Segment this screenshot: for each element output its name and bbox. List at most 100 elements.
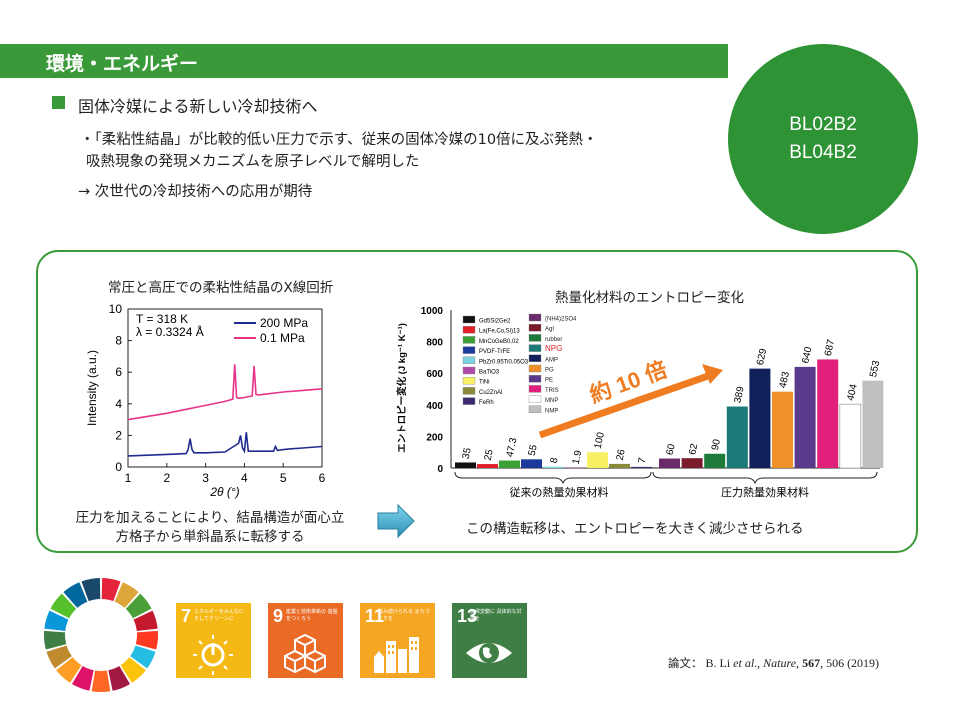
entropy-bar — [862, 380, 884, 468]
xrd-series-0 — [127, 432, 323, 457]
legend-swatch — [528, 334, 542, 342]
legend-swatch — [462, 366, 476, 375]
entropy-bar-label: 60 — [665, 443, 678, 457]
arrow-label: 約 10 倍 — [586, 357, 670, 408]
legend-label: MNP — [545, 398, 558, 404]
legend-swatch — [528, 374, 542, 383]
xrd-chart-title: 常圧と高圧での柔粘性結晶のX線回折 — [108, 280, 334, 296]
entropy-bar-label: 90 — [710, 438, 723, 452]
sdg-wheel-segment — [125, 593, 152, 619]
entropy-ytick-label: 800 — [426, 338, 443, 349]
entropy-bar — [749, 368, 771, 468]
sdg-wheel-segment — [130, 645, 156, 669]
legend-swatch — [528, 364, 542, 373]
sdg-wheel-segment — [43, 630, 67, 650]
legend-swatch — [528, 313, 542, 322]
sdg-text: 住み続けられる まちづくりを — [378, 609, 430, 622]
header-bar — [0, 44, 728, 78]
xrd-xtick-label: 4 — [241, 471, 248, 485]
legend-swatch — [462, 336, 476, 344]
legend-label-200mpa: 200 MPa — [260, 316, 308, 330]
sdg-number: 13 — [457, 606, 478, 626]
citation-journal: Nature, — [763, 656, 800, 670]
sdg-wheel-segment — [133, 610, 158, 631]
increase-arrow — [538, 372, 710, 439]
xrd-ytick-label: 10 — [109, 302, 123, 316]
entropy-bar — [631, 466, 652, 468]
legend-label: FeRh — [479, 400, 494, 406]
xrd-ytick-label: 0 — [115, 460, 122, 474]
legend-swatch — [528, 385, 542, 393]
entropy-bar — [609, 463, 630, 468]
entropy-bar — [839, 403, 862, 469]
xrd-xtick-label: 1 — [125, 471, 132, 485]
entropy-bar — [817, 359, 839, 468]
sdg-wheel-segment — [56, 657, 82, 683]
header-title: 環境・エネルギー — [46, 53, 199, 75]
legend-label: (NH4)2SO4 — [545, 317, 577, 323]
entropy-bar-label: 483 — [778, 370, 792, 389]
sdg-wheel-segment — [108, 665, 131, 691]
entropy-bars: 35 25 47.3 55 8 1.9 100 26 7 60 62 90 389 629 483 640 68… — [455, 338, 884, 469]
xrd-xlabel: 2θ (°) — [209, 485, 239, 499]
entropy-chart-title: 熱量化材料のエントロピー変化 — [555, 290, 744, 306]
entropy-bar — [794, 366, 816, 468]
beamline-badge: BL02B2 BL04B2 — [728, 44, 918, 234]
sdg-text: 気候変動に 具体的な対策を — [470, 609, 522, 622]
xrd-ytick-label: 6 — [115, 365, 122, 379]
legend-label: La(Fe,Co,Si)13 — [479, 329, 520, 335]
legend-label: PbZr0.95Ti0.05O3 — [479, 359, 529, 365]
entropy-bar — [543, 466, 564, 468]
sdg-number: 7 — [181, 606, 192, 626]
figure-panel — [36, 250, 918, 553]
xrd-series-1 — [127, 364, 323, 421]
increase-arrowhead — [702, 364, 723, 384]
entropy-bar-label: 25 — [483, 448, 496, 462]
xrd-caption: 圧力を加えることにより、結晶構造が面心立 方格子から単斜晶系に転移する — [60, 509, 360, 547]
legend-swatch — [462, 376, 476, 385]
legend-label: Gd5Si2Ge2 — [479, 319, 511, 325]
legend-swatch — [462, 397, 476, 405]
summary-line-3: → 次世代の冷却技術への応用が期待 — [78, 184, 313, 200]
xrd-plot-frame — [127, 308, 323, 468]
citation-authors: B. Li — [705, 656, 731, 670]
sdg-wheel-segment — [50, 593, 77, 619]
bullet-square-icon — [52, 96, 65, 109]
xrd-ytick-label: 4 — [115, 397, 122, 411]
sdg-wheel-segment — [63, 582, 88, 608]
xrd-caption-line-1: 圧力を加えることにより、結晶構造が面心立 — [75, 510, 345, 526]
entropy-ytick-label: 0 — [437, 464, 443, 475]
legend-label: NPG — [545, 344, 562, 353]
citation-label: 論文： — [668, 656, 703, 670]
legend-label: PE — [545, 378, 553, 384]
sdg-wheel-segment — [120, 657, 146, 683]
entropy-ytick-label: 400 — [426, 401, 443, 412]
legend-swatch — [528, 344, 542, 352]
entropy-bar-label: 62 — [687, 442, 700, 456]
summary-heading: 固体冷媒による新しい冷却技術へ — [78, 97, 318, 116]
sdg-wheel-segment — [135, 630, 159, 650]
paper-citation: 論文： B. Li et al., Nature, 567, 506 (2019… — [668, 656, 880, 670]
legend-label: rubber — [545, 337, 562, 343]
citation-pages: , 506 (2019) — [820, 656, 880, 670]
sdg-text: エネルギーをみんなに そしてクリーンに — [194, 609, 245, 622]
xrd-annotation-lambda: λ = 0.3324 Å — [136, 324, 204, 339]
sdg-tile-11: 11 住み続けられる まちづくりを — [360, 603, 435, 678]
citation-etal: et al — [733, 656, 755, 670]
xrd-lines — [127, 364, 323, 457]
entropy-bar-label: 26 — [615, 448, 628, 462]
entropy-bar — [704, 453, 726, 468]
transition-arrow-icon — [377, 503, 415, 539]
cubes-icon — [284, 633, 326, 674]
sdg-wheel-segment — [81, 578, 101, 602]
entropy-bar-label: 640 — [800, 345, 814, 364]
legend-swatch — [462, 315, 476, 324]
eye-globe-icon — [466, 643, 512, 663]
legend-label: MnCoGeB0.02 — [479, 339, 519, 345]
entropy-bar — [681, 458, 703, 468]
entropy-bar-label: 55 — [527, 443, 540, 457]
legend-swatch — [462, 387, 476, 395]
sdg-tile-13: 13 気候変動に 具体的な対策を — [452, 603, 527, 678]
